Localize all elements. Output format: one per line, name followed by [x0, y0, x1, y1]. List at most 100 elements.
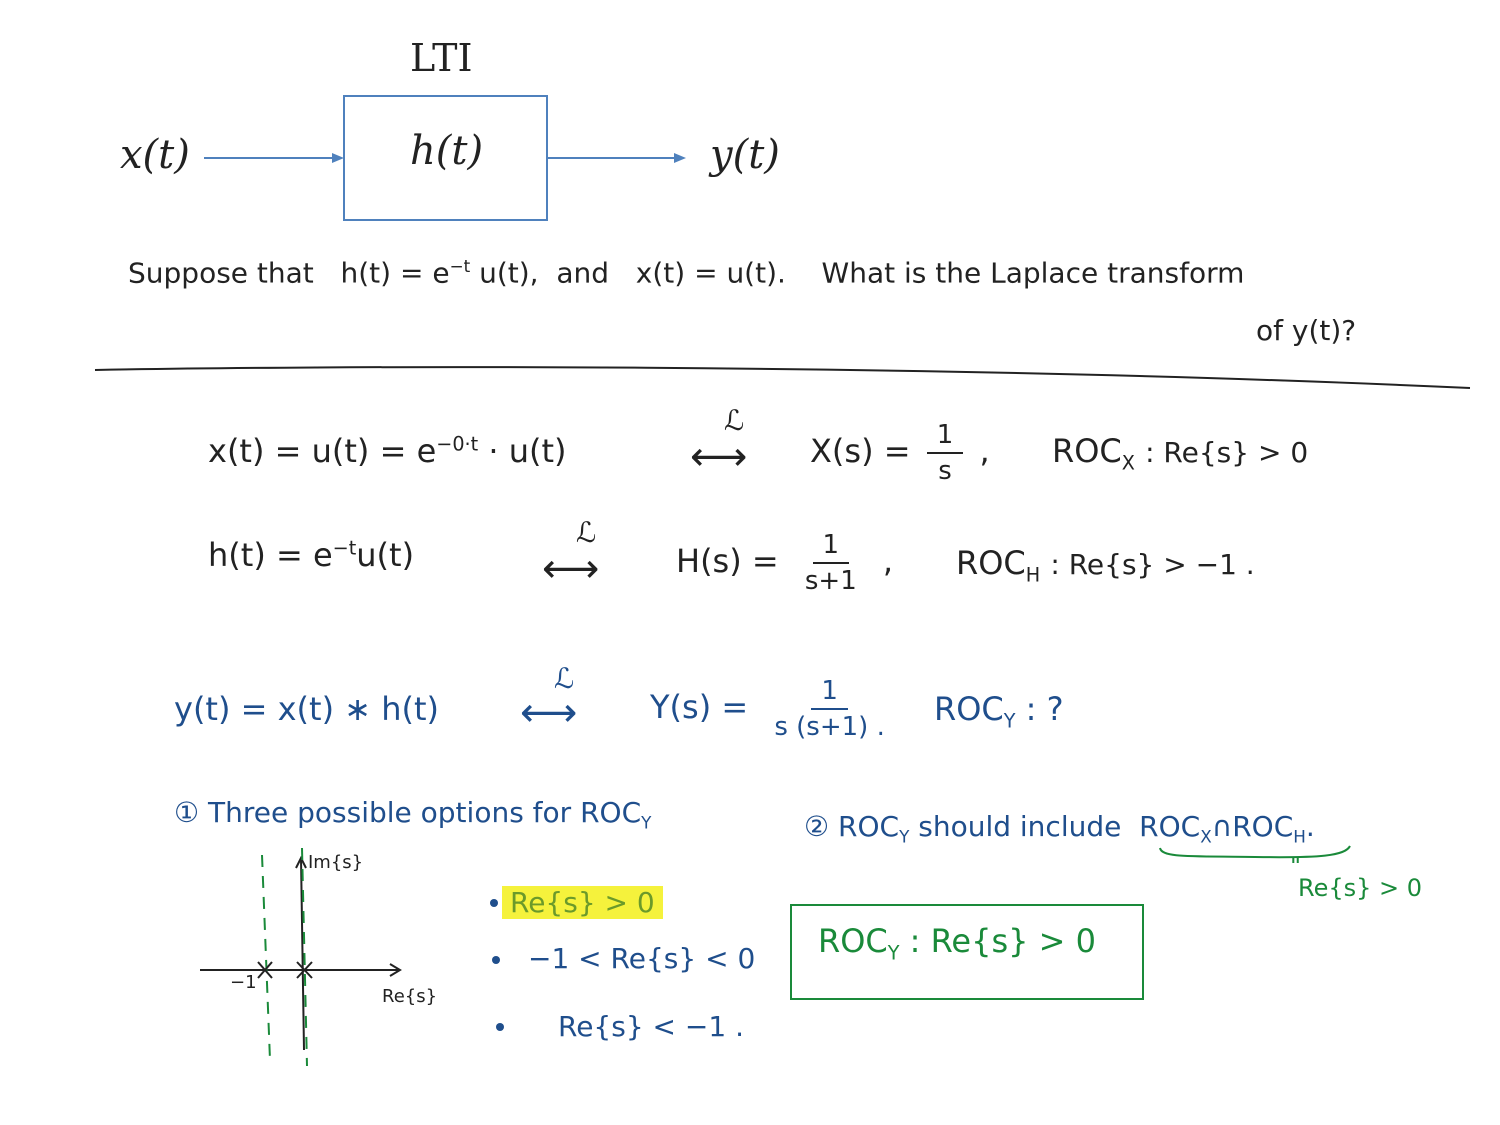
- h-fraction-numerator: 1: [812, 530, 850, 564]
- h-fraction-denominator: s+1: [804, 566, 857, 596]
- question-line-2: of y(t)?: [1256, 314, 1357, 347]
- question-lead: Suppose that: [128, 256, 314, 290]
- options-heading-text: Three possible options for ROC: [208, 796, 642, 829]
- roc-x-label: ROC: [1052, 432, 1122, 470]
- x-row-rhs: X(s) = 1 s ,: [810, 420, 990, 486]
- h-transform-fraction: 1 s+1: [795, 530, 867, 596]
- option-item-1: Re{s} > 0: [502, 886, 663, 919]
- roc-y-condition: : ?: [1025, 690, 1064, 728]
- roc-x: ROCX : Re{s} > 0: [1052, 432, 1308, 474]
- block-title: LTI: [410, 36, 473, 80]
- rule-equivalence-mark: ": [1290, 852, 1302, 880]
- option-item-2: −1 < Re{s} < 0: [528, 942, 756, 975]
- question-line-1: Suppose that h(t) = e−t u(t), and x(t) =…: [128, 256, 1244, 289]
- options-number: ①: [174, 796, 200, 829]
- x-row-tail: · u(t): [488, 432, 567, 470]
- answer-roc-label: ROC: [818, 922, 888, 960]
- x-transform-fraction: 1 s: [926, 420, 964, 486]
- roc-h-label: ROC: [956, 544, 1026, 582]
- output-arrowhead: [674, 153, 686, 163]
- h-row-exponent: −t: [332, 536, 357, 560]
- h-row-comma: ,: [882, 542, 894, 580]
- rule-roc-x: ROC: [1139, 810, 1201, 843]
- answer-box: [790, 904, 1144, 1000]
- answer-roc-sub: Y: [887, 941, 900, 965]
- roc-y: ROCY : ?: [934, 690, 1064, 732]
- y-row-rhs: Y(s) = 1 s (s+1) .: [650, 676, 901, 742]
- imag-axis-arrowhead: [295, 855, 307, 869]
- rule-roc-h-sub: H: [1293, 826, 1306, 847]
- real-axis-arrowhead: [389, 963, 402, 977]
- rule-text: should include: [918, 810, 1122, 843]
- block-label: h(t): [410, 128, 484, 174]
- question-h-tail: u(t),: [479, 256, 539, 290]
- bullet-icon: [492, 956, 500, 964]
- axis-tick-label: −1: [230, 972, 257, 993]
- answer-condition: : Re{s} > 0: [909, 922, 1097, 960]
- axis-real-label: Re{s}: [382, 986, 438, 1007]
- question-and: and: [556, 256, 610, 290]
- laplace-arrow: ⟷: [520, 690, 578, 736]
- roc-y-label: ROC: [934, 690, 1004, 728]
- x-row-exponent: −0·t: [436, 432, 479, 456]
- rule-roc-h: ROC: [1232, 810, 1294, 843]
- x-row-comma: ,: [979, 432, 990, 470]
- laplace-symbol: ℒ: [554, 662, 575, 695]
- y-fraction-numerator: 1: [811, 676, 848, 710]
- options-heading-sub: Y: [641, 812, 652, 833]
- imag-axis: [300, 857, 305, 1051]
- bullet-icon: [490, 899, 498, 907]
- y-fraction-denominator: s (s+1) .: [774, 712, 885, 742]
- rule-roc-y: ROC: [838, 810, 900, 843]
- pole-minus-one-icon: [257, 961, 273, 979]
- option-item-1-text: Re{s} > 0: [502, 886, 663, 919]
- option-item-3: Re{s} < −1 .: [558, 1010, 744, 1043]
- rule-period: .: [1305, 810, 1315, 843]
- rule-roc-x-sub: X: [1200, 826, 1212, 847]
- h-transform-label: H(s) =: [676, 542, 779, 580]
- roc-h-sub: H: [1025, 563, 1041, 587]
- x-fraction-numerator: 1: [926, 420, 964, 454]
- h-row-tail: u(t): [356, 536, 415, 574]
- y-transform-label: Y(s) =: [650, 688, 749, 726]
- rule-roc-y-sub: Y: [899, 826, 910, 847]
- x-row-lhs: x(t) = u(t) = e−0·t · u(t): [208, 432, 566, 470]
- x-fraction-denominator: s: [938, 456, 952, 486]
- pole-zero-icon: [296, 961, 313, 979]
- question-h-def: h(t) = e: [340, 256, 450, 290]
- question-ask: What is the Laplace transform: [821, 256, 1245, 290]
- input-label: x(t): [120, 132, 190, 178]
- y-row-lhs: y(t) = x(t) ∗ h(t): [174, 690, 440, 728]
- laplace-arrow: ⟷: [690, 434, 748, 480]
- roc-h: ROCH : Re{s} > −1 .: [956, 544, 1255, 586]
- boundary-zero: [301, 847, 308, 1067]
- roc-x-sub: X: [1121, 451, 1135, 475]
- underbrace: [1159, 845, 1351, 859]
- rule-intersection: ∩: [1211, 810, 1233, 843]
- rule-result: Re{s} > 0: [1298, 874, 1423, 902]
- h-row-rhs: H(s) = 1 s+1 ,: [676, 530, 893, 596]
- options-heading: ① Three possible options for ROCY: [174, 796, 651, 833]
- h-row-lhs: h(t) = e−tu(t): [208, 536, 414, 574]
- h-row-equation: h(t) = e: [208, 536, 333, 574]
- answer-text: ROCY : Re{s} > 0: [818, 922, 1096, 964]
- roc-x-condition: : Re{s} > 0: [1145, 436, 1309, 469]
- laplace-arrow: ⟷: [542, 546, 600, 592]
- boundary-minus-one: [261, 854, 271, 1061]
- roc-h-condition: : Re{s} > −1 .: [1050, 548, 1255, 581]
- laplace-symbol: ℒ: [724, 404, 745, 437]
- question-h-exp: −t: [449, 256, 471, 276]
- output-label: y(t): [710, 132, 780, 178]
- roc-y-sub: Y: [1003, 709, 1016, 733]
- axis-imag-label: Im{s}: [308, 852, 364, 873]
- y-transform-fraction: 1 s (s+1) .: [764, 676, 895, 742]
- separator-line: [94, 366, 1471, 389]
- input-arrowhead: [332, 153, 344, 163]
- bullet-icon: [496, 1023, 504, 1031]
- laplace-symbol: ℒ: [576, 516, 597, 549]
- rule-statement: ② ROCY should include ROCX∩ROCH.: [804, 810, 1315, 847]
- x-row-equation: x(t) = u(t) = e: [208, 432, 437, 470]
- x-transform-label: X(s) =: [810, 432, 911, 470]
- rule-number: ②: [804, 810, 830, 843]
